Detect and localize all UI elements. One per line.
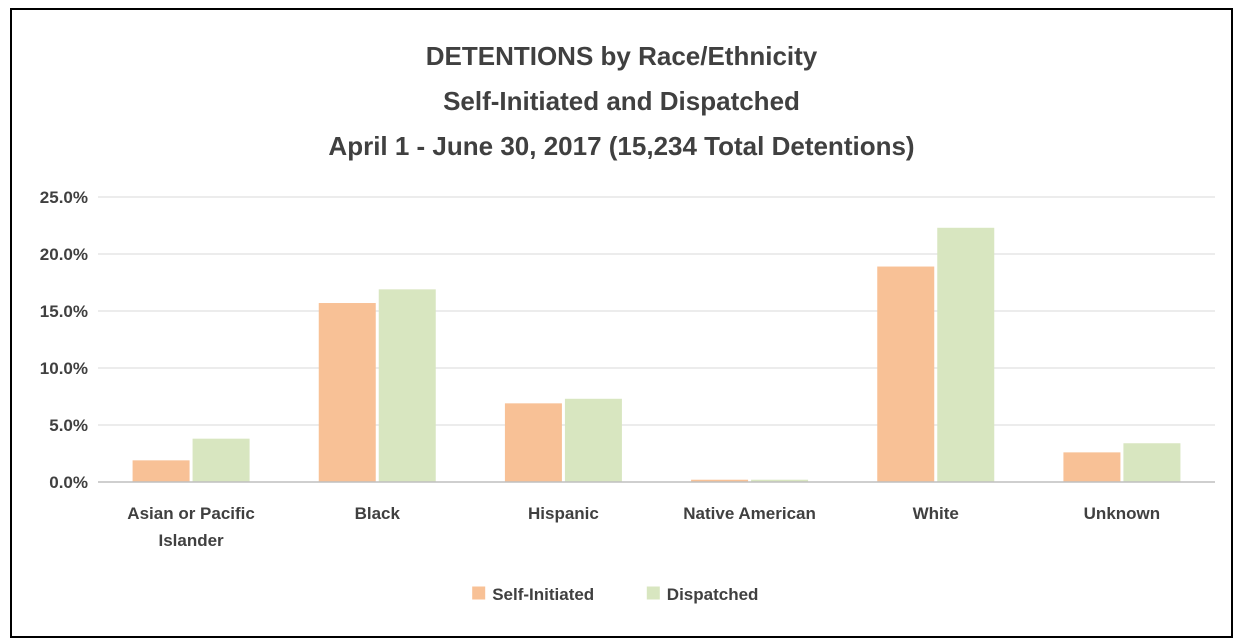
bar-dispatched bbox=[1123, 443, 1181, 482]
bars bbox=[132, 227, 1181, 482]
legend-label: Self-Initiated bbox=[492, 585, 594, 604]
x-category-label: Asian or Pacific bbox=[127, 504, 255, 523]
chart-title-line-2: Self-Initiated and Dispatched bbox=[443, 86, 800, 116]
legend-label: Dispatched bbox=[667, 585, 759, 604]
x-category-label: Islander bbox=[158, 531, 224, 550]
bar-self-initiated bbox=[504, 403, 562, 482]
y-axis-tick-labels: 0.0% 5.0% 10.0% 15.0% 20.0% 25.0% bbox=[40, 188, 88, 492]
chart-title: DETENTIONS by Race/Ethnicity Self-Initia… bbox=[10, 34, 1233, 169]
bar-dispatched bbox=[192, 438, 250, 482]
x-axis-category-labels: Asian or Pacific Islander Black Hispanic Nat… bbox=[127, 504, 1160, 550]
bar-self-initiated bbox=[691, 479, 749, 482]
y-tick-label: 25.0% bbox=[40, 188, 88, 207]
bar-dispatched bbox=[564, 398, 622, 482]
chart-frame bbox=[10, 8, 1233, 638]
x-category-label: Hispanic bbox=[528, 504, 599, 523]
bar-self-initiated bbox=[318, 303, 376, 482]
bar-dispatched bbox=[751, 479, 809, 482]
chart-title-line-1: DETENTIONS by Race/Ethnicity bbox=[425, 41, 818, 71]
legend-swatch bbox=[472, 586, 486, 600]
x-category-label: Black bbox=[355, 504, 401, 523]
y-tick-label: 20.0% bbox=[40, 245, 88, 264]
y-tick-label: 5.0% bbox=[49, 416, 88, 435]
bar-self-initiated bbox=[132, 460, 190, 482]
y-tick-label: 15.0% bbox=[40, 302, 88, 321]
x-category-label: Unknown bbox=[1084, 504, 1161, 523]
x-category-label: Native American bbox=[683, 504, 816, 523]
bar-self-initiated bbox=[1063, 452, 1121, 482]
bar-dispatched bbox=[937, 227, 995, 482]
gridlines bbox=[98, 196, 1215, 426]
chart-title-line-3: April 1 - June 30, 2017 (15,234 Total De… bbox=[328, 131, 915, 161]
y-tick-label: 10.0% bbox=[40, 359, 88, 378]
legend-swatch bbox=[646, 586, 660, 600]
bar-dispatched bbox=[378, 289, 436, 482]
legend: Self-Initiated Dispatched bbox=[472, 585, 758, 604]
x-category-label: White bbox=[913, 504, 959, 523]
y-tick-label: 0.0% bbox=[49, 473, 88, 492]
bar-self-initiated bbox=[877, 266, 935, 482]
